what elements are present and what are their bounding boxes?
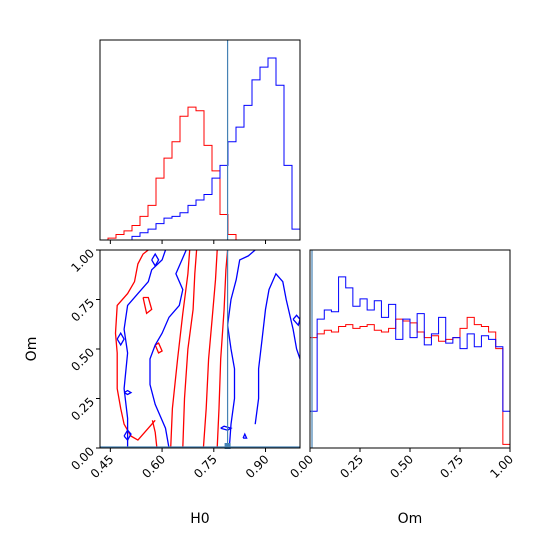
blue-contour-0 <box>123 250 167 448</box>
om-y-tick-label-2: 0.50 <box>68 345 97 374</box>
blue-contour-1 <box>149 250 187 448</box>
red-contour-2 <box>170 250 191 448</box>
blue-contour-10 <box>292 314 300 327</box>
red-contour-6 <box>114 250 149 354</box>
om-x-tick-label-1: 0.25 <box>337 452 366 481</box>
om-x-tick-label-4: 1.00 <box>487 452 516 481</box>
blue-contour-2 <box>226 250 256 448</box>
blue-contour-7 <box>151 252 160 268</box>
om-y-tick-label-1: 0.25 <box>68 395 97 424</box>
om-hist-blue-series <box>309 276 511 448</box>
red-contour-7 <box>142 296 153 315</box>
h0-x-tick-label-1: 0.60 <box>139 452 168 481</box>
red-contour-4 <box>151 420 158 448</box>
y-axis-label-om: Om <box>24 337 40 362</box>
x-axis-label-om: Om <box>398 511 423 527</box>
om-y-tick-label-4: 1.00 <box>68 246 97 275</box>
blue-contour-5 <box>123 389 133 396</box>
blue-contour-9 <box>242 432 248 439</box>
om-hist-frame <box>309 249 511 449</box>
h0-x-tick-label-2: 0.75 <box>191 452 220 481</box>
om-x-tick-label-0: 0.00 <box>287 452 316 481</box>
x-axis-label-h0: H0 <box>190 511 209 527</box>
red-contour-8 <box>154 342 163 354</box>
blue-contour-8 <box>220 425 233 431</box>
blue-contour-3 <box>254 272 300 425</box>
blue-contour-4 <box>116 331 125 347</box>
om-x-tick-label-2: 0.50 <box>387 452 416 481</box>
contour-frame <box>99 249 301 449</box>
truth-marker <box>224 443 231 449</box>
h0-om-contour-panel: 0.45 0.60 0.75 0.900.000.250.500.751.00 <box>68 246 301 481</box>
om-y-tick-label-3: 0.75 <box>68 296 97 325</box>
contour-group <box>114 250 300 448</box>
h0-hist-blue-series <box>100 57 301 241</box>
om-histogram-panel: 0.00 0.25 0.50 0.75 1.00 <box>287 249 516 481</box>
red-contour-3 <box>216 250 229 448</box>
h0-hist-frame <box>99 39 301 241</box>
h0-hist-red-series <box>100 106 300 241</box>
blue-contour-6 <box>123 429 132 442</box>
red-contour-1 <box>202 250 218 448</box>
red-contour-0 <box>182 250 198 448</box>
h0-histogram-panel <box>99 39 301 244</box>
h0-x-tick-label-3: 0.90 <box>243 452 272 481</box>
om-x-tick-label-3: 0.75 <box>437 452 466 481</box>
